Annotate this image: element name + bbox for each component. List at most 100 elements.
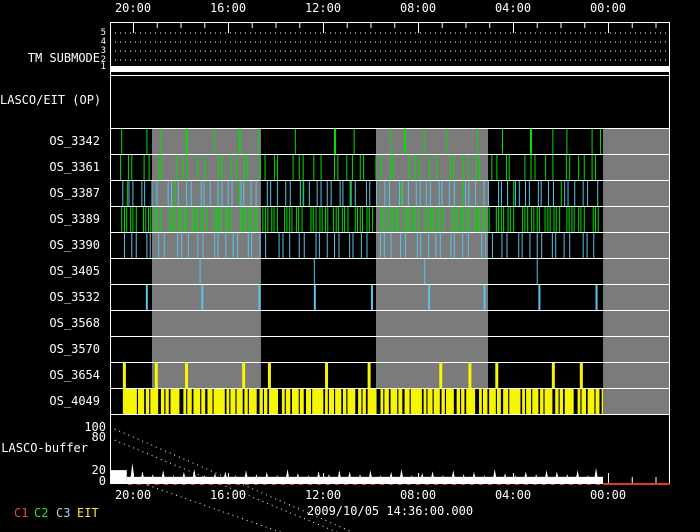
event-tick <box>172 207 173 232</box>
top-axis-tick <box>442 22 443 28</box>
event-tick <box>245 207 246 232</box>
event-tick <box>408 207 409 232</box>
event-bar-gap <box>586 389 588 414</box>
event-tick <box>120 155 121 180</box>
event-tick <box>136 207 137 232</box>
event-bar-gap <box>267 389 269 414</box>
event-tick <box>321 181 322 206</box>
buffer-spike <box>399 469 404 483</box>
event-tick <box>304 233 305 258</box>
event-tick <box>484 285 486 310</box>
timeline-plot-canvas <box>0 0 700 532</box>
separator-line <box>110 284 670 285</box>
event-tick <box>155 363 158 388</box>
event-bar-gap <box>355 389 358 414</box>
event-tick <box>435 233 436 258</box>
event-tick <box>424 259 425 284</box>
event-tick <box>485 233 486 258</box>
separator-line <box>110 232 670 233</box>
event-tick <box>342 181 343 206</box>
event-bar-gap <box>225 389 227 414</box>
event-tick <box>420 181 421 206</box>
event-tick <box>285 181 286 206</box>
event-tick <box>214 207 215 232</box>
row-label-os-3570: OS_3570 <box>0 343 100 355</box>
buffer-spike <box>594 468 599 483</box>
event-tick <box>160 129 161 154</box>
plot-right-border <box>669 22 670 484</box>
event-tick <box>327 233 328 258</box>
event-tick <box>506 233 507 258</box>
event-tick <box>239 181 240 206</box>
event-tick <box>491 155 492 180</box>
event-tick <box>178 181 179 206</box>
event-tick <box>327 207 328 232</box>
event-bar-gap <box>229 389 230 414</box>
event-bar-gap <box>543 389 544 414</box>
event-tick <box>439 181 440 206</box>
event-tick <box>352 155 353 180</box>
event-bar-gap <box>278 389 282 414</box>
event-tick <box>221 181 222 206</box>
row-label-os-4049: OS_4049 <box>0 395 100 407</box>
event-tick <box>216 207 217 232</box>
event-tick <box>503 207 504 232</box>
top-axis-tick <box>133 22 134 33</box>
buffer-baseline-nodata <box>603 483 670 485</box>
event-tick <box>371 285 373 310</box>
event-tick <box>437 207 438 232</box>
event-tick <box>553 181 554 206</box>
event-tick <box>289 233 290 258</box>
event-tick <box>309 181 310 206</box>
event-tick <box>375 155 376 180</box>
event-tick <box>157 207 158 232</box>
event-tick <box>151 181 152 206</box>
event-bar-gap <box>531 389 532 414</box>
separator-line <box>110 414 670 415</box>
top-axis-tick <box>228 22 229 33</box>
separator-line <box>110 154 670 155</box>
event-tick <box>398 207 399 232</box>
event-tick <box>492 233 493 258</box>
event-bar-gap <box>563 389 565 414</box>
event-tick <box>221 155 222 180</box>
event-tick <box>346 155 347 180</box>
top-axis-tick <box>323 22 324 33</box>
event-tick <box>522 233 523 258</box>
event-tick <box>122 181 123 206</box>
event-tick <box>569 233 570 258</box>
event-tick <box>242 363 245 388</box>
event-tick <box>390 155 391 180</box>
separator-line <box>110 483 670 484</box>
event-bar-gap <box>257 389 260 414</box>
separator-line <box>110 180 670 181</box>
event-tick <box>225 207 226 232</box>
event-tick <box>450 233 451 258</box>
event-tick <box>201 285 203 310</box>
event-tick <box>325 207 326 232</box>
event-tick <box>548 181 549 206</box>
row-label-tm-submode: TM SUBMODE <box>0 52 100 64</box>
event-tick <box>545 207 546 232</box>
event-tick <box>236 155 237 180</box>
event-tick <box>366 233 367 258</box>
event-tick <box>298 207 299 232</box>
event-tick <box>404 129 406 154</box>
event-tick <box>121 207 122 232</box>
event-tick <box>316 233 317 258</box>
event-bar-gap <box>311 389 312 414</box>
event-tick <box>381 207 382 232</box>
event-tick <box>256 181 257 206</box>
event-tick <box>498 181 499 206</box>
event-tick <box>354 129 355 154</box>
top-axis-tick <box>466 22 467 28</box>
event-tick <box>239 129 241 154</box>
event-tick <box>349 233 350 258</box>
event-tick <box>243 181 244 206</box>
event-tick <box>453 155 454 180</box>
event-bar-gap <box>482 389 483 414</box>
event-tick <box>392 207 393 232</box>
event-tick <box>400 233 401 258</box>
event-tick <box>274 155 275 180</box>
event-tick <box>202 233 203 258</box>
